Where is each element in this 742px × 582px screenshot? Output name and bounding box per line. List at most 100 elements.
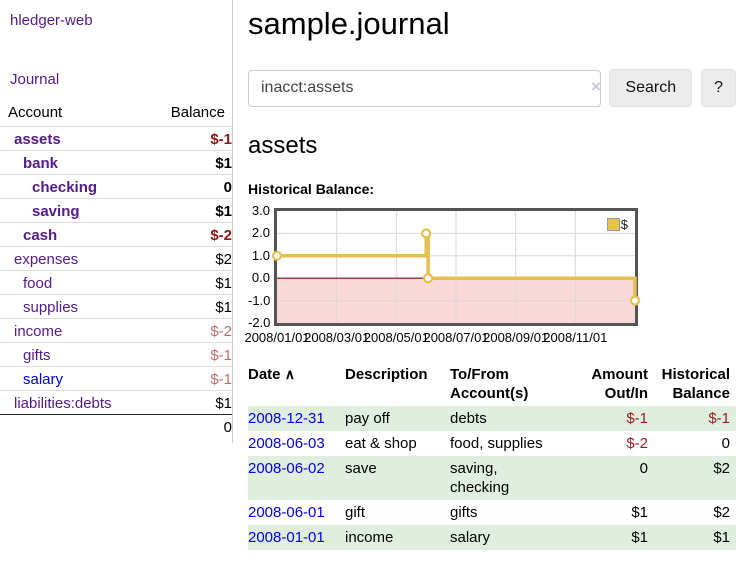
transaction-date-link[interactable]: 2008-06-01 bbox=[248, 504, 325, 521]
y-axis-tick-label: 0.0 bbox=[251, 270, 270, 286]
account-tree-row: saving $1 bbox=[0, 198, 232, 223]
transaction-description: save bbox=[345, 460, 377, 477]
balance-column-header: Historical Balance bbox=[661, 366, 730, 402]
transaction-accounts: food, supplies bbox=[450, 435, 543, 452]
chart-title: Historical Balance: bbox=[248, 181, 375, 197]
page-title: sample.journal bbox=[248, 6, 450, 41]
balance-column-header: Balance bbox=[170, 104, 225, 121]
transaction-amount: 0 bbox=[639, 460, 648, 477]
account-tree-row: income $-2 bbox=[0, 318, 232, 343]
register-account-heading: assets bbox=[248, 132, 318, 159]
transaction-description: eat & shop bbox=[345, 435, 417, 452]
sidebar-item-journal[interactable]: Journal bbox=[10, 71, 60, 88]
sort-ascending-icon: ∧ bbox=[284, 366, 295, 382]
register-header-row: Date ∧ Description To/From Account(s) Am… bbox=[248, 363, 736, 406]
sidebar: hledger-web Journal Account Balance asse… bbox=[0, 0, 233, 443]
transaction-description: income bbox=[345, 529, 394, 546]
y-axis-tick-label: 2.0 bbox=[251, 225, 270, 241]
x-axis-tick-label: 2008/07/01 bbox=[423, 330, 489, 345]
account-link[interactable]: bank bbox=[23, 154, 59, 172]
register-row: 2008-06-01 gift gifts $1 $2 bbox=[248, 500, 736, 525]
account-balance: 0 bbox=[143, 174, 232, 199]
account-tree-row: liabilities:debts $1 bbox=[0, 390, 232, 415]
transaction-date-link[interactable]: 2008-01-01 bbox=[248, 529, 325, 546]
main-content: sample.journal × Search ? assets Histori… bbox=[244, 0, 736, 550]
accounts-column-header: To/From Account(s) bbox=[450, 366, 529, 402]
y-axis-tick-label: 1.0 bbox=[251, 247, 270, 263]
transaction-amount: $-1 bbox=[626, 410, 648, 427]
account-tree-row: food $1 bbox=[0, 270, 232, 295]
account-link[interactable]: liabilities:debts bbox=[14, 394, 112, 412]
account-link[interactable]: cash bbox=[23, 226, 58, 244]
x-axis-tick-label: 2008/05/01 bbox=[363, 330, 429, 345]
search-bar: × Search ? bbox=[248, 69, 736, 107]
transaction-balance: $2 bbox=[713, 460, 730, 477]
transaction-amount: $1 bbox=[631, 504, 648, 521]
account-tree-row: bank $1 bbox=[0, 150, 232, 175]
account-balance: $1 bbox=[143, 270, 232, 295]
account-tree-row: cash $-2 bbox=[0, 222, 232, 247]
register-row: 2008-06-02 save saving, checking 0 $2 bbox=[248, 456, 736, 500]
transaction-description: gift bbox=[345, 504, 366, 521]
accounts-tree-body: assets $-1 bank $1 checking 0 saving $1 cash $-2 e… bbox=[0, 126, 232, 439]
register-table-body: 2008-12-31 pay off debts $-1 $-1 2008-06-03 ea… bbox=[248, 406, 736, 550]
accounts-total-row: 0 bbox=[0, 414, 232, 439]
account-balance: $-1 bbox=[143, 126, 232, 151]
transaction-accounts: saving, checking bbox=[450, 460, 510, 496]
transaction-accounts: gifts bbox=[450, 504, 478, 521]
description-column-header: Description bbox=[345, 366, 428, 383]
transaction-amount: $-2 bbox=[626, 435, 648, 452]
transaction-description: pay off bbox=[345, 410, 390, 427]
account-tree-row: gifts $-1 bbox=[0, 342, 232, 367]
account-balance: $-2 bbox=[143, 222, 232, 247]
app-brand-link[interactable]: hledger-web bbox=[10, 12, 93, 29]
chart-plot-area: $ bbox=[271, 208, 641, 326]
legend-swatch-icon bbox=[606, 218, 620, 231]
account-balance: $1 bbox=[143, 390, 232, 415]
account-link[interactable]: saving bbox=[32, 202, 80, 220]
account-link[interactable]: supplies bbox=[23, 298, 79, 316]
help-button[interactable]: ? bbox=[701, 69, 736, 107]
search-button[interactable]: Search bbox=[609, 69, 693, 107]
account-tree-row: checking 0 bbox=[0, 174, 232, 199]
account-balance: $-2 bbox=[143, 318, 232, 343]
transaction-balance: $2 bbox=[713, 504, 730, 521]
account-link[interactable]: food bbox=[23, 274, 53, 292]
account-balance: $2 bbox=[143, 246, 232, 271]
date-column-header[interactable]: Date ∧ bbox=[248, 366, 295, 383]
accounts-column-header: Account bbox=[8, 104, 63, 121]
transaction-date-link[interactable]: 2008-06-02 bbox=[248, 460, 325, 477]
account-tree-row: assets $-1 bbox=[0, 126, 232, 151]
account-balance: $1 bbox=[143, 150, 232, 175]
y-axis-tick-label: -2.0 bbox=[248, 315, 271, 330]
account-link[interactable]: assets bbox=[14, 130, 61, 148]
y-axis-tick-label: -1.0 bbox=[248, 292, 271, 308]
chart-legend: $ bbox=[606, 217, 628, 232]
account-link[interactable]: checking bbox=[32, 178, 98, 196]
amount-column-header: Amount Out/In bbox=[591, 366, 648, 402]
clear-search-icon[interactable]: × bbox=[591, 77, 601, 96]
account-link[interactable]: salary bbox=[23, 370, 64, 388]
account-tree-row: supplies $1 bbox=[0, 294, 232, 319]
account-link[interactable]: income bbox=[14, 322, 63, 340]
transaction-balance: $-1 bbox=[708, 410, 730, 427]
transaction-amount: $1 bbox=[631, 529, 648, 546]
account-tree-row: expenses $2 bbox=[0, 246, 232, 271]
transaction-balance: $1 bbox=[713, 529, 730, 546]
account-link[interactable]: gifts bbox=[23, 346, 51, 364]
account-balance: $-1 bbox=[143, 366, 232, 391]
transaction-accounts: salary bbox=[450, 529, 491, 546]
x-axis-tick-label: 2008/09/01 bbox=[483, 330, 549, 345]
account-balance: $-1 bbox=[143, 342, 232, 367]
balance-chart: $ 3.0 2.0 1.0 0.0 -1.0 -2.0 2008/01/01 2008/03/… bbox=[244, 203, 736, 347]
register-row: 2008-06-03 eat & shop food, supplies $-2 0 bbox=[248, 431, 736, 456]
transaction-date-link[interactable]: 2008-06-03 bbox=[248, 435, 325, 452]
search-input[interactable] bbox=[248, 69, 602, 107]
transaction-balance: 0 bbox=[721, 435, 730, 452]
x-axis-tick-label: 2008/11/01 bbox=[543, 330, 608, 345]
transaction-accounts: debts bbox=[450, 410, 487, 427]
y-axis-tick-label: 3.0 bbox=[251, 203, 270, 218]
transaction-date-link[interactable]: 2008-12-31 bbox=[248, 410, 325, 427]
chart-canvas bbox=[271, 211, 641, 323]
account-link[interactable]: expenses bbox=[14, 250, 79, 268]
